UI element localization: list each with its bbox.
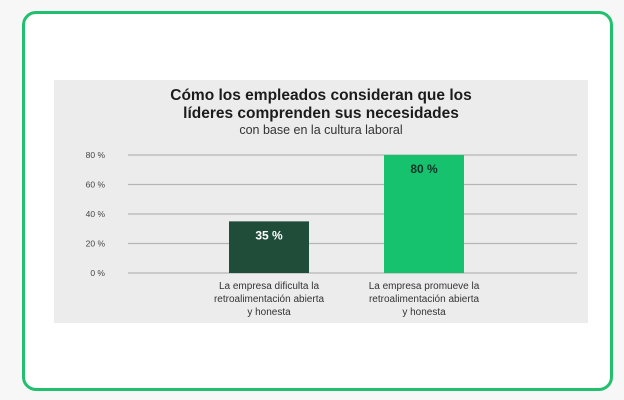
chart-title: Cómo los empleados consideran que los lí… xyxy=(54,87,588,123)
x-tick-label: retroalimentación abierta xyxy=(214,294,324,305)
y-tick-label: 80 % xyxy=(86,150,106,160)
chart-subtitle: con base en la cultura laboral xyxy=(239,123,403,137)
x-tick-label: La empresa promueve la xyxy=(369,281,480,292)
y-tick-label: 20 % xyxy=(86,239,106,249)
data-label: 80 % xyxy=(410,162,438,176)
y-tick-label: 40 % xyxy=(86,209,106,219)
y-tick-label: 60 % xyxy=(86,180,106,190)
bar xyxy=(229,221,309,273)
x-tick-label: y honesta xyxy=(247,307,291,318)
chart-panel: Cómo los empleados consideran que los lí… xyxy=(54,80,588,323)
bar-chart: 0 % 20 % 40 % 60 % 80 % 35 % La empresa dificu… xyxy=(86,150,577,318)
data-label: 35 % xyxy=(255,228,283,242)
y-tick-label: 0 % xyxy=(90,268,105,278)
x-tick-label: y honesta xyxy=(402,307,446,318)
chart-title-line-2: líderes comprenden sus necesidades xyxy=(183,105,459,122)
x-tick-label: La empresa dificulta la xyxy=(219,281,319,292)
x-tick-label: retroalimentación abierta xyxy=(369,294,479,305)
chart-title-line-1: Cómo los empleados consideran que los xyxy=(170,87,472,104)
bar xyxy=(384,155,464,273)
